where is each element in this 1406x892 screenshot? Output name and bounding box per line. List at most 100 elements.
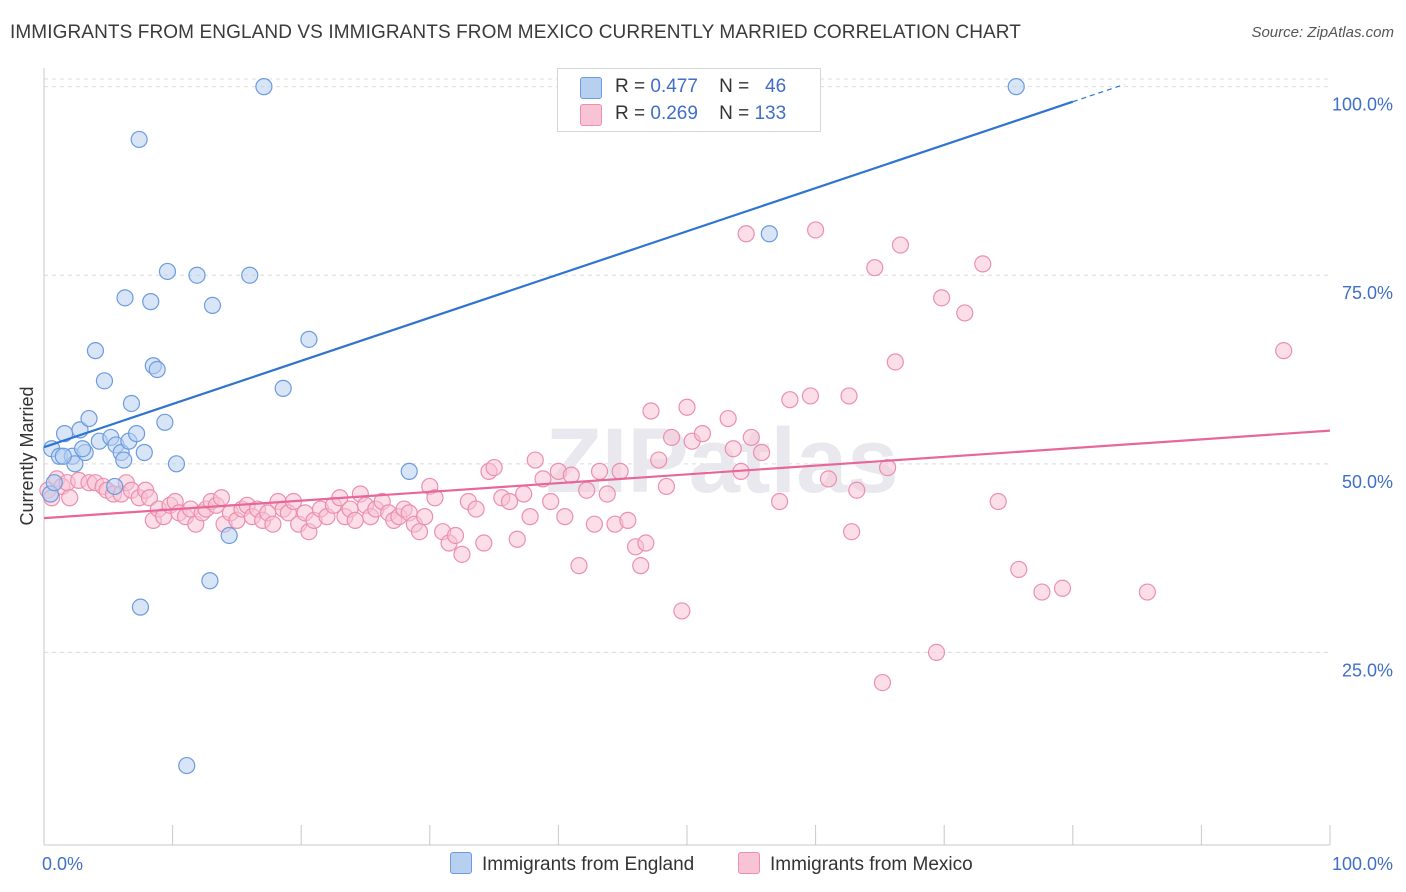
england-point <box>300 330 318 348</box>
mexico-point <box>485 458 503 477</box>
y-tick-label: 75.0% <box>1342 283 1393 303</box>
mexico-point <box>657 477 676 496</box>
series-england <box>41 78 1025 775</box>
england-point <box>167 455 186 473</box>
england-point <box>73 440 92 458</box>
mexico-point <box>933 289 951 307</box>
correlation-legend: R = 0.477 N = 46 R = 0.269 N = 133 <box>557 68 821 132</box>
mexico-point <box>590 462 609 480</box>
chart-title: IMMIGRANTS FROM ENGLAND VS IMMIGRANTS FR… <box>10 22 1021 43</box>
mexico-point <box>1010 560 1028 579</box>
mexico-swatch <box>580 104 602 126</box>
england-point <box>115 451 133 469</box>
y-tick-label: 25.0% <box>1342 660 1393 680</box>
england-swatch <box>580 77 602 99</box>
england-point <box>54 447 72 465</box>
y-tick-label: 50.0% <box>1342 472 1393 492</box>
bottom-england-swatch <box>450 852 472 874</box>
england-point <box>130 130 148 149</box>
england-point <box>135 443 153 462</box>
mexico-point <box>642 402 660 420</box>
mexico-point <box>956 304 974 322</box>
trend-lines <box>43 83 1331 520</box>
mexico-point <box>693 425 712 443</box>
mexico-point <box>578 481 596 499</box>
england-trend-line <box>43 100 1074 449</box>
mexico-point <box>542 492 560 511</box>
mexico-point <box>650 451 668 469</box>
mexico-point <box>843 523 861 541</box>
mexico-point <box>61 489 79 507</box>
england-point <box>201 572 219 590</box>
bottom-england-label: Immigrants from England <box>482 854 695 875</box>
mexico-point <box>879 458 897 477</box>
england-point <box>255 78 273 96</box>
mexico-point <box>426 489 444 507</box>
england-point <box>142 293 160 311</box>
mexico-point <box>719 409 737 428</box>
mexico-point <box>1053 579 1072 597</box>
mexico-point <box>866 259 884 277</box>
y-tick-label: 100.0% <box>1332 95 1393 115</box>
mexico-point <box>1138 583 1156 601</box>
england-point <box>80 409 98 428</box>
mexico-point <box>475 534 493 552</box>
england-trend-extension <box>1072 83 1125 103</box>
series-mexico <box>39 221 1293 692</box>
mexico-point <box>737 225 755 243</box>
england-r-value: 0.477 <box>650 76 698 97</box>
england-point <box>86 342 105 360</box>
mexico-point <box>752 443 771 462</box>
mexico-point <box>521 508 539 526</box>
bottom-mexico-label: Immigrants from Mexico <box>770 854 973 875</box>
mexico-point <box>140 489 159 507</box>
mexico-point <box>662 428 681 447</box>
mexico-point <box>515 485 533 503</box>
mexico-point <box>598 485 616 503</box>
mexico-trend-line <box>43 429 1331 520</box>
y-axis-label: Currently Married <box>17 386 37 525</box>
england-point <box>45 474 63 492</box>
mexico-r-value: 0.269 <box>650 103 698 124</box>
axes-layer: 25.0% 50.0% 75.0% 100.0% 0.0% 100.0% <box>42 68 1393 874</box>
england-point <box>106 477 124 496</box>
mexico-point <box>770 492 789 511</box>
bottom-legend-mexico: Immigrants from Mexico <box>738 852 973 876</box>
england-r-label: R = <box>615 76 646 97</box>
mexico-point <box>570 557 588 575</box>
england-point <box>203 296 222 314</box>
mexico-point <box>891 236 910 254</box>
grid-layer <box>44 78 1330 653</box>
mexico-point <box>453 545 471 563</box>
england-point <box>95 372 114 390</box>
mexico-point <box>632 557 650 575</box>
mexico-point <box>819 470 838 488</box>
england-point <box>156 413 174 431</box>
mexico-point <box>611 462 629 480</box>
england-n-value: 46 <box>765 76 787 97</box>
mexico-point <box>806 221 825 239</box>
mexico-point <box>781 391 799 409</box>
england-point <box>274 379 292 397</box>
england-n-label: N = <box>719 76 750 97</box>
england-point <box>127 425 146 443</box>
mexico-point <box>264 515 282 533</box>
mexico-point <box>724 440 742 458</box>
england-point <box>178 756 196 775</box>
mexico-point <box>678 398 696 416</box>
england-point <box>1007 78 1025 96</box>
watermark: ZIPatlas <box>546 410 899 512</box>
england-point <box>158 262 177 281</box>
mexico-point <box>673 602 691 620</box>
mexico-point <box>1033 583 1051 601</box>
mexico-point <box>927 643 946 662</box>
bottom-legend-england: Immigrants from England <box>450 852 694 876</box>
mexico-point <box>500 492 519 511</box>
mexico-point <box>974 255 992 273</box>
england-point <box>116 289 134 307</box>
mexico-n-label: N = <box>719 103 750 124</box>
mexico-point <box>446 526 465 545</box>
mexico-point <box>1275 342 1293 360</box>
x-tick-label: 0.0% <box>42 854 83 874</box>
england-point <box>131 598 150 616</box>
